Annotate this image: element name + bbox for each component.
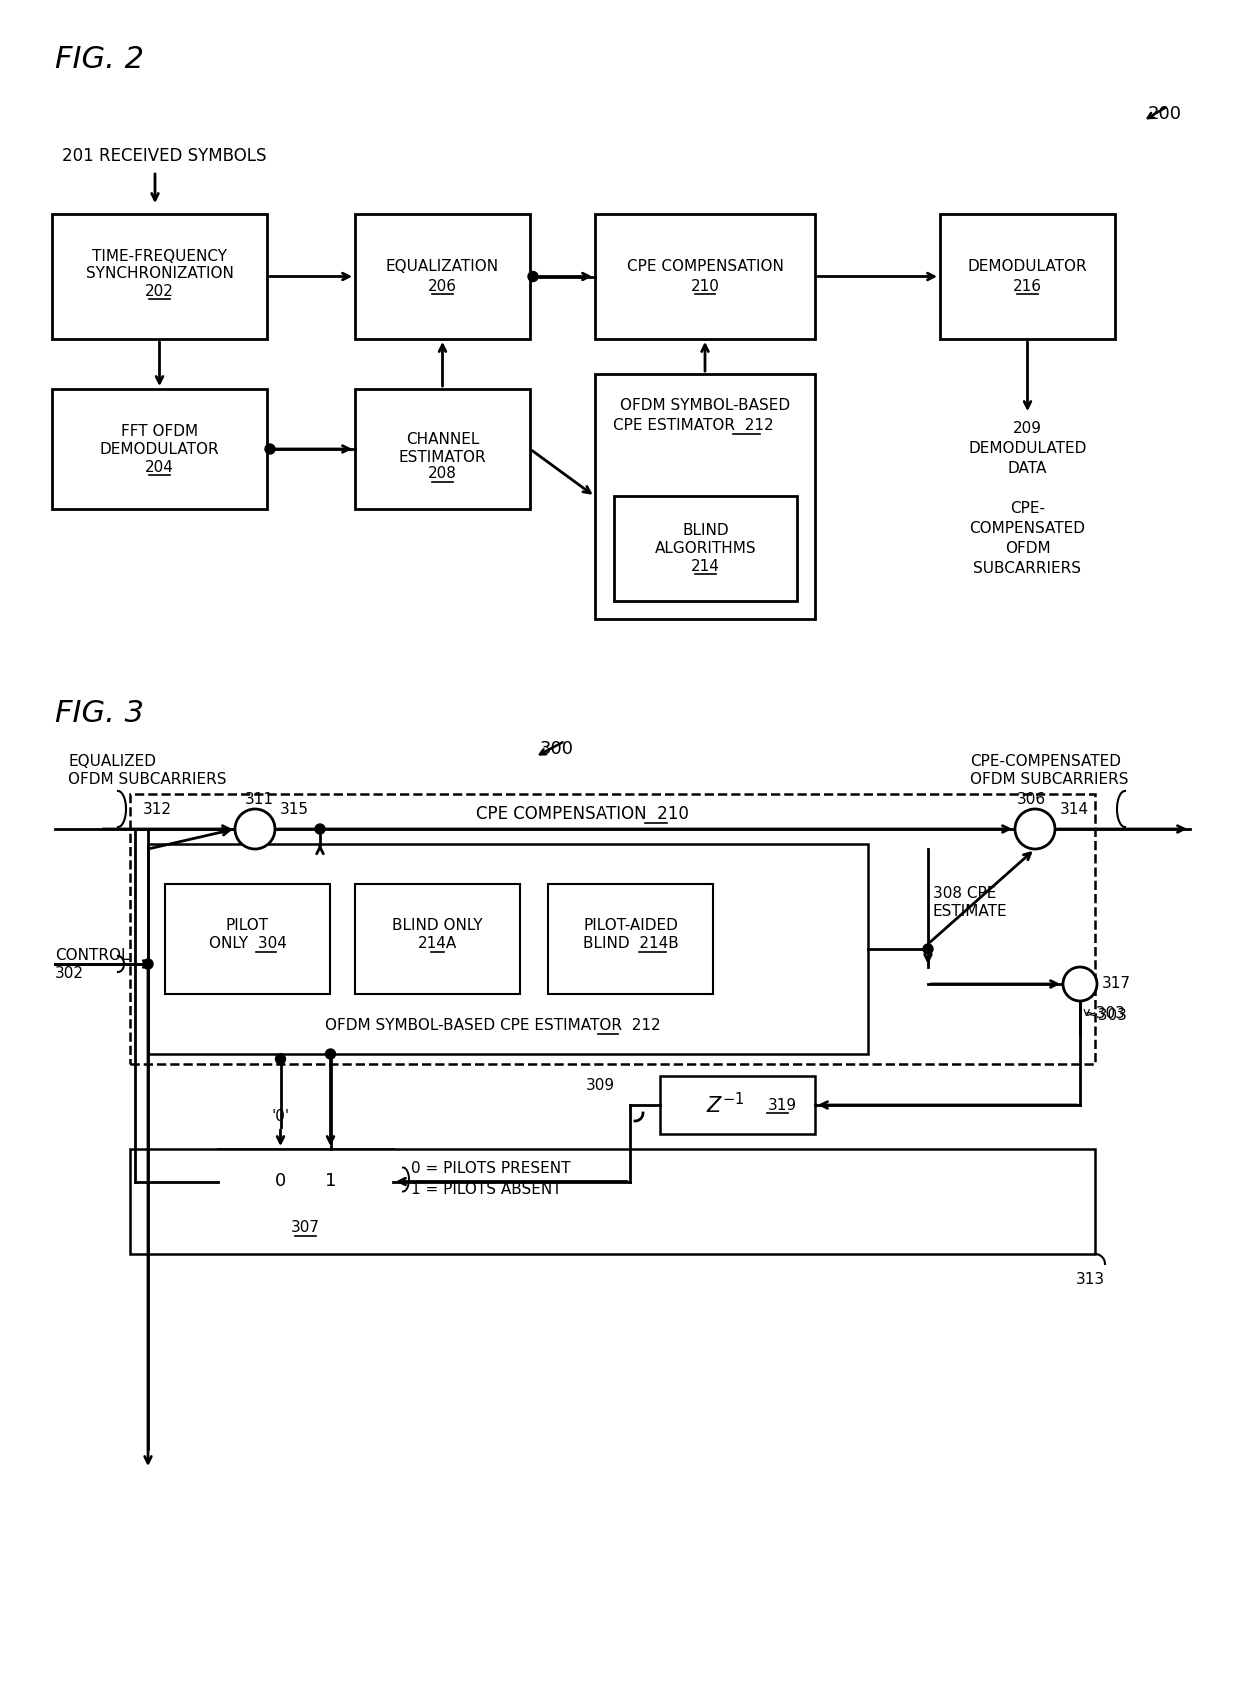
Text: 206: 206 — [428, 279, 458, 295]
Circle shape — [1063, 966, 1097, 1000]
Text: 1: 1 — [325, 1172, 336, 1191]
Text: 302: 302 — [55, 966, 84, 982]
Circle shape — [275, 1055, 285, 1063]
Bar — [614, 496, 797, 602]
Text: ALGORITHMS: ALGORITHMS — [655, 540, 756, 556]
Bar — [355, 215, 529, 339]
Bar — [355, 884, 520, 993]
Text: ~303: ~303 — [1083, 1007, 1125, 1021]
Text: 307: 307 — [291, 1220, 320, 1235]
Bar — [52, 215, 267, 339]
Text: DEMODULATOR: DEMODULATOR — [967, 259, 1087, 274]
Text: COMPENSATED: COMPENSATED — [970, 521, 1085, 537]
Text: 0: 0 — [275, 1172, 286, 1191]
Text: 214A: 214A — [418, 937, 458, 951]
Text: $\mathit{Z}^{-1}$: $\mathit{Z}^{-1}$ — [707, 1092, 745, 1118]
Text: ESTIMATOR: ESTIMATOR — [399, 450, 486, 465]
Text: 202: 202 — [145, 285, 174, 298]
Text: 210: 210 — [691, 279, 719, 295]
Text: '0': '0' — [272, 1109, 290, 1125]
Bar — [130, 794, 1095, 1063]
Text: DEMODULATED: DEMODULATED — [968, 441, 1086, 457]
Text: CPE ESTIMATOR  212: CPE ESTIMATOR 212 — [613, 419, 774, 433]
Text: 315: 315 — [280, 803, 309, 816]
Text: CPE-: CPE- — [1011, 501, 1045, 516]
Text: 312: 312 — [143, 803, 172, 816]
Text: 313: 313 — [1075, 1271, 1105, 1287]
Text: 314: 314 — [1060, 803, 1089, 816]
Text: ~303: ~303 — [1085, 1009, 1127, 1024]
Bar — [940, 215, 1115, 339]
Circle shape — [265, 445, 275, 453]
Text: 317: 317 — [1102, 976, 1131, 992]
Text: BLIND  214B: BLIND 214B — [583, 937, 678, 951]
Text: CPE COMPENSATION: CPE COMPENSATION — [626, 259, 784, 274]
Circle shape — [143, 959, 153, 970]
Text: BLIND: BLIND — [682, 523, 729, 538]
Text: OFDM SUBCARRIERS: OFDM SUBCARRIERS — [68, 772, 227, 787]
Text: FFT OFDM: FFT OFDM — [122, 424, 198, 438]
Text: 300: 300 — [539, 740, 574, 758]
Bar — [165, 884, 330, 993]
Text: EQUALIZATION: EQUALIZATION — [386, 259, 498, 274]
Text: 216: 216 — [1013, 279, 1042, 295]
Text: ESTIMATE: ESTIMATE — [932, 903, 1008, 918]
Text: CPE-COMPENSATED: CPE-COMPENSATED — [970, 753, 1121, 769]
Text: FIG. 3: FIG. 3 — [55, 699, 144, 728]
Bar — [355, 389, 529, 509]
Text: 306: 306 — [1017, 792, 1047, 808]
Bar — [595, 373, 815, 619]
Bar — [548, 884, 713, 993]
Text: BLIND ONLY: BLIND ONLY — [392, 917, 482, 932]
Text: TIME-FREQUENCY: TIME-FREQUENCY — [92, 249, 227, 264]
Text: OFDM SYMBOL-BASED CPE ESTIMATOR  212: OFDM SYMBOL-BASED CPE ESTIMATOR 212 — [325, 1019, 661, 1034]
Text: CPE COMPENSATION  210: CPE COMPENSATION 210 — [476, 804, 689, 823]
Text: CHANNEL: CHANNEL — [405, 431, 479, 446]
Text: CONTROL: CONTROL — [55, 949, 129, 963]
Text: PILOT-AIDED: PILOT-AIDED — [583, 917, 678, 932]
Bar — [595, 215, 815, 339]
Text: DEMODULATOR: DEMODULATOR — [99, 441, 219, 457]
Text: 0 = PILOTS PRESENT: 0 = PILOTS PRESENT — [410, 1160, 570, 1176]
Circle shape — [1016, 809, 1055, 849]
Text: 309: 309 — [585, 1079, 615, 1092]
Text: 308 CPE: 308 CPE — [932, 886, 997, 901]
Circle shape — [315, 825, 325, 833]
Text: PILOT: PILOT — [226, 917, 269, 932]
Circle shape — [325, 1050, 336, 1058]
Text: SUBCARRIERS: SUBCARRIERS — [973, 561, 1081, 576]
Text: EQUALIZED: EQUALIZED — [68, 753, 156, 769]
Bar — [148, 843, 868, 1055]
Text: ONLY  304: ONLY 304 — [208, 937, 286, 951]
Text: v: v — [1083, 1005, 1090, 1019]
Text: 319: 319 — [768, 1097, 796, 1113]
Circle shape — [923, 944, 932, 954]
Bar — [52, 389, 267, 509]
Text: 200: 200 — [1148, 106, 1182, 123]
Text: OFDM SYMBOL-BASED: OFDM SYMBOL-BASED — [620, 399, 790, 414]
Bar — [130, 1148, 1095, 1254]
Text: SYNCHRONIZATION: SYNCHRONIZATION — [86, 266, 233, 281]
Text: 208: 208 — [428, 467, 456, 482]
Text: 201 RECEIVED SYMBOLS: 201 RECEIVED SYMBOLS — [62, 147, 267, 165]
Text: DATA: DATA — [1008, 462, 1048, 475]
Circle shape — [528, 271, 538, 281]
Text: OFDM SUBCARRIERS: OFDM SUBCARRIERS — [970, 772, 1128, 787]
Text: 311: 311 — [246, 792, 274, 808]
Text: OFDM: OFDM — [1004, 540, 1050, 556]
Circle shape — [236, 809, 275, 849]
Text: 209: 209 — [1013, 421, 1042, 436]
Text: FIG. 2: FIG. 2 — [55, 44, 144, 73]
Bar — [660, 1075, 815, 1133]
Text: 214: 214 — [691, 559, 720, 574]
Text: 204: 204 — [145, 460, 174, 474]
Bar — [218, 1148, 393, 1213]
Text: 1 = PILOTS ABSENT: 1 = PILOTS ABSENT — [410, 1183, 562, 1196]
